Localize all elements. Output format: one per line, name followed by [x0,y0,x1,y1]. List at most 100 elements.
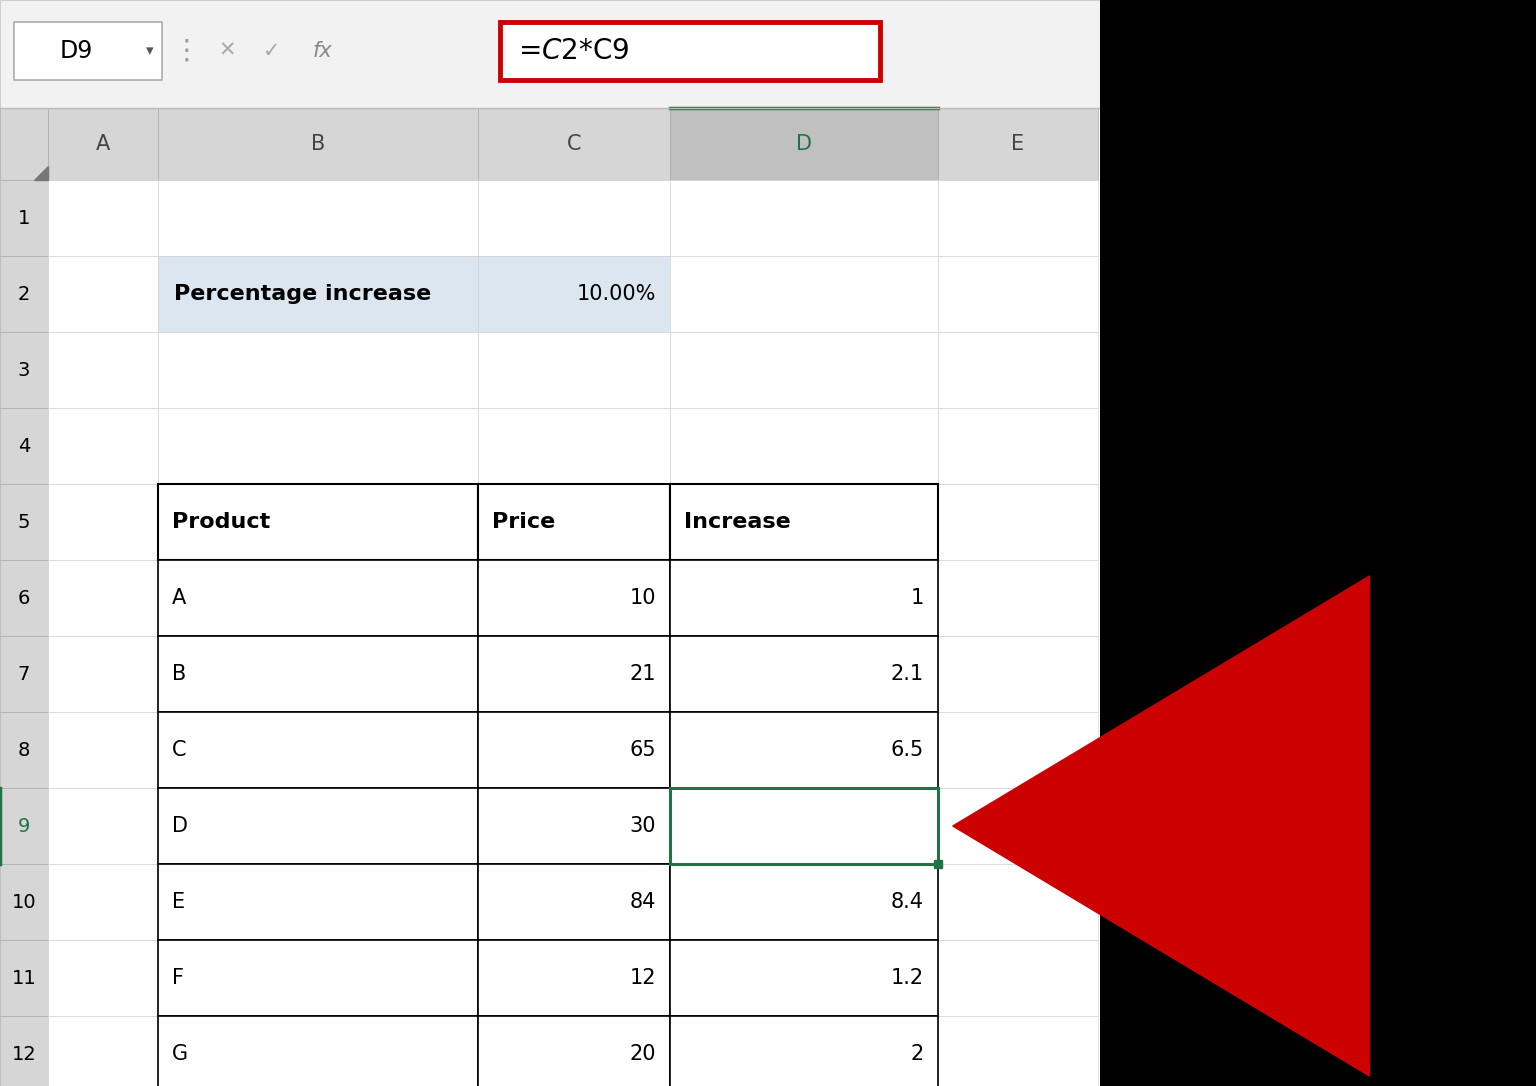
Text: 21: 21 [630,664,656,684]
Bar [0,712,48,788]
Bar [938,484,1098,560]
Bar [48,940,158,1016]
Bar [0,332,48,408]
Bar [670,484,938,560]
Text: 6.5: 6.5 [891,740,925,760]
Bar [0,560,48,636]
Bar [478,940,670,1016]
Bar [478,712,670,788]
Bar [0,636,48,712]
Bar [158,1016,478,1086]
Bar [478,636,670,712]
Text: ✕: ✕ [218,41,235,61]
Bar [478,560,670,636]
Bar [48,108,158,180]
Text: 30: 30 [630,816,656,836]
Bar [158,940,478,1016]
Text: 8: 8 [18,741,31,759]
Bar [938,636,1098,712]
Text: Percentage increase: Percentage increase [174,285,432,304]
Text: B: B [310,134,326,154]
Bar [938,108,1098,180]
Text: 2.1: 2.1 [891,664,925,684]
Bar [158,712,478,788]
Bar [158,712,478,788]
Polygon shape [34,166,48,180]
Bar [478,712,670,788]
Text: 20: 20 [630,1044,656,1064]
Bar [48,864,158,940]
Bar [158,788,478,864]
Bar [158,1016,478,1086]
Bar [938,256,1098,332]
Text: D: D [796,134,813,154]
Bar [938,560,1098,636]
Bar [48,408,158,484]
Bar [478,484,670,560]
Bar [670,864,938,940]
Bar [158,560,478,636]
Bar [0,1016,48,1086]
Text: 5: 5 [18,513,31,531]
Text: ✓: ✓ [263,41,281,61]
Bar [478,180,670,256]
Text: D9: D9 [60,39,92,63]
Text: 7: 7 [18,665,31,683]
Text: 9: 9 [18,817,31,835]
Bar [478,864,670,940]
Bar [48,332,158,408]
Text: E: E [1011,134,1025,154]
Bar [158,180,478,256]
Bar [0,256,48,332]
Text: fx: fx [312,41,332,61]
Bar [14,22,161,80]
Text: 6: 6 [18,589,31,607]
Bar [48,256,158,332]
Bar [478,1016,670,1086]
Bar [670,788,938,864]
Bar [48,636,158,712]
Bar [938,180,1098,256]
Bar [478,108,670,180]
Bar [478,636,670,712]
Bar [48,712,158,788]
Bar [478,940,670,1016]
Text: 3: 3 [911,816,925,836]
Bar [48,788,158,864]
Text: 2: 2 [18,285,31,303]
Text: G: G [172,1044,187,1064]
Text: B: B [172,664,186,684]
Bar [938,332,1098,408]
Bar [158,940,478,1016]
Bar [478,408,670,484]
Text: 3: 3 [18,361,31,379]
Bar [158,256,478,332]
Bar [938,788,1098,864]
Text: ▾: ▾ [146,43,154,59]
Bar [158,484,478,560]
Text: D: D [172,816,187,836]
Text: 2: 2 [911,1044,925,1064]
Bar [934,860,942,868]
Text: ⋮: ⋮ [172,37,200,65]
Text: 12: 12 [630,968,656,988]
Text: 1: 1 [18,209,31,227]
Bar [0,940,48,1016]
Text: 10: 10 [630,588,656,608]
Bar [158,408,478,484]
Text: 8.4: 8.4 [891,892,925,912]
Text: A: A [172,588,186,608]
Text: 10: 10 [12,893,37,911]
Bar [0,408,48,484]
Bar [670,940,938,1016]
Text: 65: 65 [630,740,656,760]
Text: 1.2: 1.2 [891,968,925,988]
Bar [478,484,670,560]
Bar [158,636,478,712]
Bar [1098,108,1100,1086]
Bar [670,712,938,788]
Bar [938,712,1098,788]
Bar [1100,0,1536,1086]
Bar [938,1016,1098,1086]
Bar [48,484,158,560]
